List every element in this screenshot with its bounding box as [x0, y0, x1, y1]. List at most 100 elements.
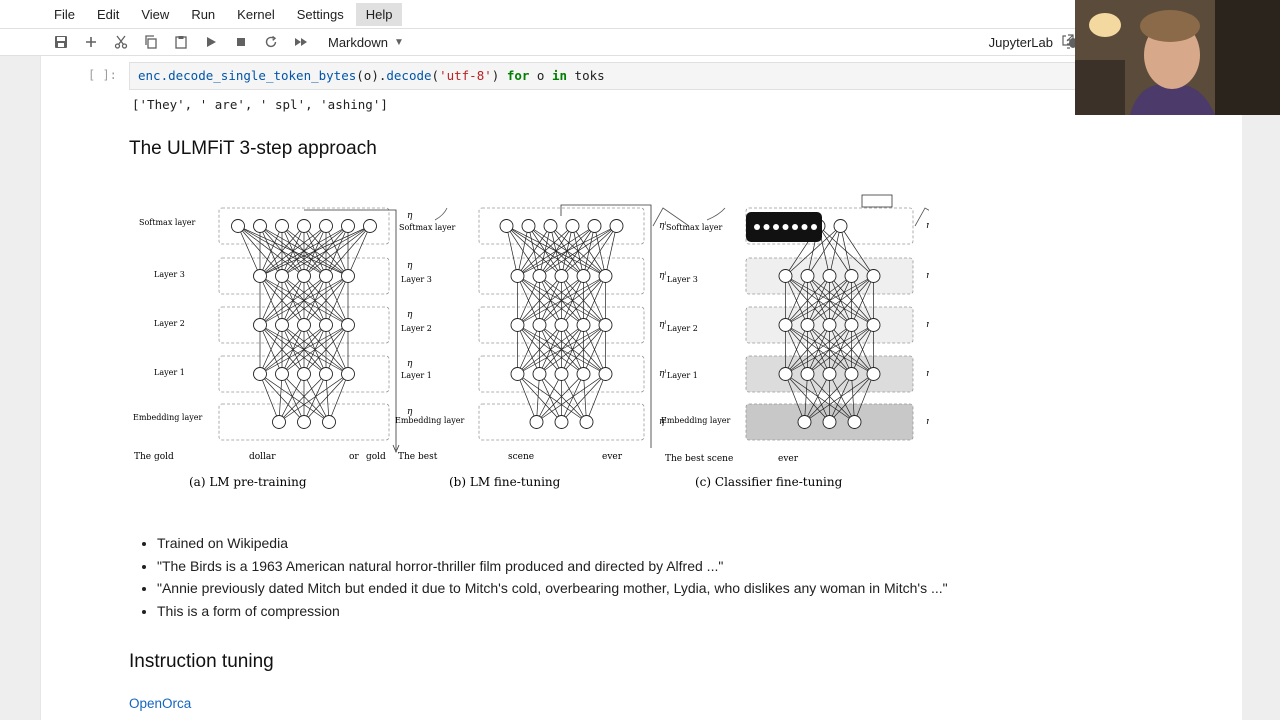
- panel-a-edge: [325, 324, 349, 375]
- panel-c-node: [822, 415, 837, 429]
- eta-label: ηˡ: [926, 320, 929, 330]
- list-item: "The Birds is a 1963 American natural ho…: [157, 555, 948, 578]
- panel-b-edge: [517, 324, 562, 375]
- panel-a-node: [275, 219, 289, 233]
- copy-icon[interactable]: [136, 30, 166, 54]
- add-icon[interactable]: [76, 30, 106, 54]
- label-layer3-a: Layer 3: [154, 270, 185, 279]
- panel-a-node: [341, 219, 355, 233]
- word-b-1: scene: [508, 452, 534, 462]
- menu-file[interactable]: File: [54, 6, 75, 22]
- scrollbar[interactable]: [1242, 56, 1280, 720]
- panel-a-node: [272, 415, 286, 429]
- panel-a-edge: [303, 324, 349, 375]
- panel-c-edge: [785, 275, 874, 326]
- panel-b-edge: [536, 373, 540, 423]
- eta-label: ηˡ: [926, 271, 929, 281]
- webcam-video: [1075, 0, 1280, 115]
- word-a-1: dollar: [249, 452, 276, 462]
- eta-label: ηˡ: [926, 221, 929, 231]
- menu-run[interactable]: Run: [191, 6, 216, 22]
- label-softmax-b: Softmax layer: [399, 223, 455, 232]
- panel-b-node: [554, 367, 569, 381]
- code-token: decode: [386, 68, 432, 83]
- panel-a-edge: [278, 373, 283, 423]
- menu-settings[interactable]: Settings: [296, 6, 344, 22]
- panel-b-node: [532, 269, 547, 283]
- panel-c-edge: [785, 324, 808, 375]
- panel-a-node: [253, 219, 267, 233]
- panel-c-node: [866, 269, 881, 283]
- menu-bar: File Edit View Run Kernel Settings Help: [0, 0, 1280, 29]
- cell-prompt: [ ]:: [88, 68, 117, 82]
- word-c-1: ever: [778, 454, 799, 464]
- stop-icon[interactable]: [226, 30, 256, 54]
- kernel-area: JupyterLab: [989, 34, 1074, 50]
- cut-icon[interactable]: [106, 30, 136, 54]
- run-icon[interactable]: [196, 30, 226, 54]
- restart-icon[interactable]: [256, 30, 286, 54]
- cell-type-select[interactable]: Markdown ▼: [328, 35, 404, 50]
- caption-c: (c) Classifier fine-tuning: [695, 475, 843, 489]
- save-icon[interactable]: [46, 30, 76, 54]
- code-cell-input[interactable]: enc.decode_single_token_bytes(o).decode(…: [129, 62, 1189, 90]
- code-token: for: [506, 68, 530, 83]
- panel-a-edge: [303, 373, 330, 423]
- panel-a-node: [319, 269, 333, 283]
- panel-c-edge: [785, 275, 808, 326]
- openorca-link[interactable]: OpenOrca: [129, 696, 192, 711]
- panel-c-node: [811, 224, 817, 230]
- fast-forward-icon[interactable]: [286, 30, 316, 54]
- menu-edit[interactable]: Edit: [96, 6, 120, 22]
- panel-a-edge: [259, 225, 371, 277]
- panel-c-node: [778, 318, 793, 332]
- panel-b-edge: [517, 225, 595, 277]
- heading-instruction-tuning: Instruction tuning: [129, 651, 274, 672]
- lr-curve-c: [706, 207, 726, 221]
- panel-b-node: [510, 269, 525, 283]
- menu-help[interactable]: Help: [355, 2, 403, 26]
- panel-b-edge: [536, 373, 562, 423]
- menu-kernel[interactable]: Kernel: [237, 6, 275, 22]
- code-token: decode_single_token_bytes: [168, 68, 357, 83]
- panel-a-node: [319, 318, 333, 332]
- panel-a-arrowhead: [392, 444, 400, 454]
- menu-view[interactable]: View: [141, 6, 170, 22]
- label-softmax-a: Softmax layer: [139, 218, 195, 227]
- panel-a-edge: [325, 275, 349, 326]
- panel-b-edge: [536, 373, 606, 423]
- panel-c-edge: [851, 275, 874, 326]
- paste-icon[interactable]: [166, 30, 196, 54]
- panel-a-node: [322, 415, 336, 429]
- panel-a-edge: [303, 373, 327, 423]
- panel-c-edge: [804, 373, 808, 423]
- jupyterlab-link[interactable]: JupyterLab: [988, 34, 1053, 50]
- notebook-panel[interactable]: [ ]: enc.decode_single_token_bytes(o).de…: [40, 56, 1244, 720]
- panel-b-node: [554, 269, 569, 283]
- panel-a-edge: [259, 275, 327, 326]
- panel-a-edge: [259, 373, 330, 423]
- panel-a-edge: [281, 275, 349, 326]
- code-token: in: [551, 68, 568, 83]
- panel-c-edge: [785, 373, 805, 423]
- code-token: (: [431, 68, 440, 83]
- label-layer1-c: Layer 1: [667, 371, 698, 380]
- panel-a-edge: [347, 225, 371, 277]
- panel-a-node: [231, 219, 245, 233]
- code-token: o: [529, 68, 552, 83]
- panel-a-edge: [259, 324, 283, 375]
- panel-a-edge: [259, 225, 283, 277]
- label-embedding-b: Embedding layer: [395, 416, 464, 425]
- panel-a-edge: [237, 225, 261, 277]
- chevron-down-icon: ▼: [393, 36, 404, 48]
- panel-b-node: [510, 318, 525, 332]
- panel-a-node: [253, 367, 267, 381]
- panel-b-node: [521, 219, 536, 233]
- panel-b-edge: [561, 275, 606, 326]
- panel-a-node: [363, 219, 377, 233]
- code-token: enc.: [138, 68, 169, 83]
- panel-c-node: [800, 367, 815, 381]
- panel-c-edge: [785, 275, 830, 326]
- panel-a-edge: [259, 324, 305, 375]
- label-layer2-a: Layer 2: [154, 319, 185, 328]
